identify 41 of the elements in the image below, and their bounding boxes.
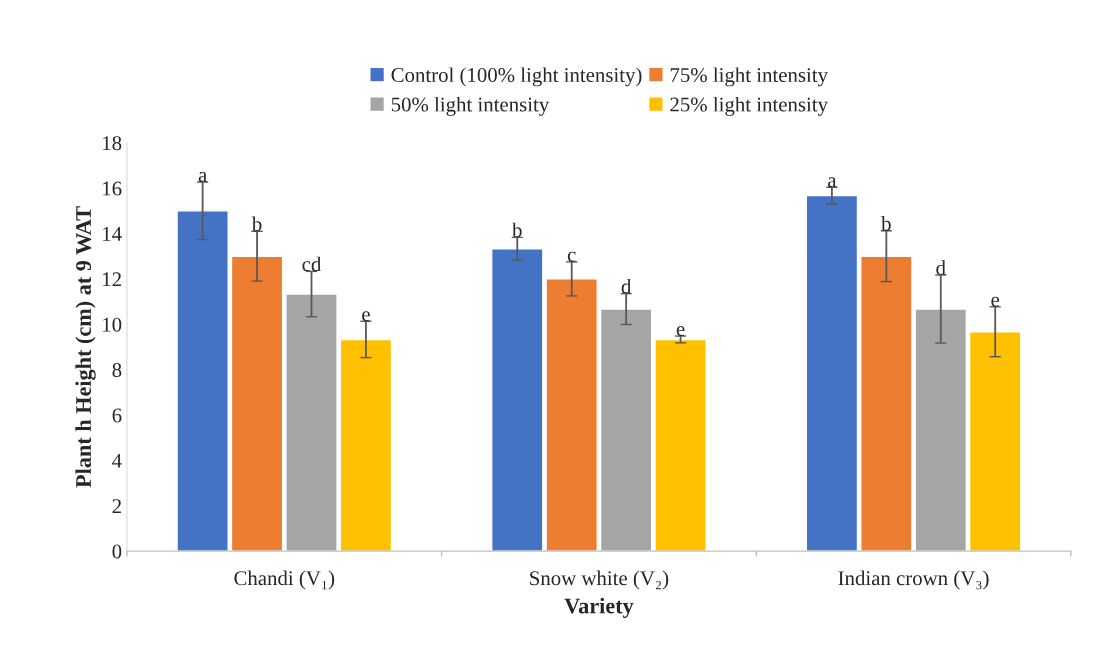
legend-label: Control (100% light intensity) xyxy=(391,67,642,87)
annotation: b xyxy=(251,216,262,232)
y-tick-label: 8 xyxy=(112,363,122,378)
annotation: d xyxy=(621,278,632,294)
annotation: b xyxy=(881,216,891,231)
annotation: d xyxy=(936,260,946,275)
bar xyxy=(860,255,913,552)
annotation: a xyxy=(198,171,207,182)
annotation: e xyxy=(991,296,1000,307)
annotation: c xyxy=(567,251,576,262)
y-tick-label: 0 xyxy=(112,544,122,559)
annotation: e xyxy=(362,311,370,322)
bar xyxy=(968,331,1022,552)
bar xyxy=(914,308,968,552)
y-tick-label: 12 xyxy=(103,272,121,287)
bar xyxy=(654,338,707,552)
bar xyxy=(230,255,284,552)
y-tick-label: 18 xyxy=(103,136,122,151)
y-tick-label: 16 xyxy=(103,181,122,196)
annotation: e xyxy=(676,325,685,336)
x-tick-label: Indian crown (V₃) xyxy=(838,570,989,590)
annotation: a xyxy=(828,177,837,188)
legend-label: 75% light intensity xyxy=(670,67,828,87)
annotation: b xyxy=(512,222,522,238)
bar xyxy=(599,308,653,552)
bar xyxy=(805,194,859,552)
bar xyxy=(285,293,338,552)
bar xyxy=(176,210,229,552)
y-axis-title: Plant h Height (cm) at 9 WAT xyxy=(75,206,96,488)
y-tick-label: 14 xyxy=(103,226,122,241)
legend-label: 25% light intensity xyxy=(670,96,828,116)
y-tick-label: 6 xyxy=(112,408,122,423)
x-tick-label: Chandi (V₁) xyxy=(234,570,335,590)
legend-label: 50% light intensity xyxy=(391,96,550,116)
y-tick-label: 2 xyxy=(112,499,121,513)
annotation: cd xyxy=(302,256,322,272)
bar xyxy=(339,338,393,552)
x-tick-label: Snow white (V₂) xyxy=(530,570,669,590)
x-axis-title: Variety xyxy=(564,597,634,619)
y-tick-label: 10 xyxy=(103,317,122,332)
y-tick-label: 4 xyxy=(112,453,122,468)
